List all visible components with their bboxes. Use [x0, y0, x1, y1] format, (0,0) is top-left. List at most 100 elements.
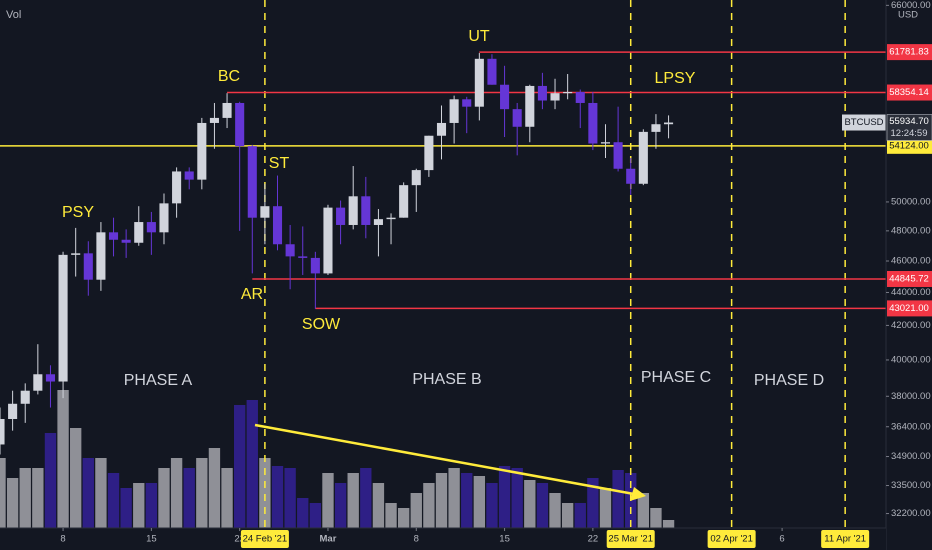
- candle-body: [525, 85, 535, 127]
- volume-bar: [612, 470, 624, 528]
- overlay-layer: BTCUSD PSY BC ST AR SOW UT LPSY PHASE A PHASE B PH…: [62, 28, 886, 389]
- phase-label: PHASE A: [124, 372, 193, 389]
- symbol-badge: [842, 114, 886, 131]
- last-price-label: 55934.70: [889, 116, 929, 127]
- candle-body: [96, 232, 106, 280]
- volume-bar: [145, 483, 158, 528]
- candle-body: [487, 58, 497, 85]
- currency-label: USD: [898, 10, 918, 21]
- candle-body: [20, 390, 30, 404]
- candle-body: [664, 122, 674, 125]
- wyckoff-label: AR: [241, 286, 263, 303]
- candle-body: [33, 374, 43, 391]
- candle-body: [209, 117, 219, 123]
- volume-bar: [486, 483, 498, 528]
- candle-body: [512, 109, 522, 127]
- volume-bar: [82, 458, 94, 528]
- volume-bar: [57, 390, 69, 528]
- volume-label: Vol: [6, 9, 21, 21]
- volume-bar: [410, 493, 422, 528]
- candle-body: [260, 206, 270, 218]
- candle-body: [272, 206, 283, 245]
- countdown-label: 12:24:59: [891, 128, 928, 139]
- volume-bar: [385, 503, 397, 528]
- phase-label: PHASE C: [641, 369, 711, 386]
- volume-bar: [435, 473, 448, 528]
- x-tick-label: 8: [60, 534, 65, 545]
- candle-body: [8, 403, 18, 420]
- wyckoff-label: UT: [468, 28, 490, 45]
- volume-bar: [536, 483, 549, 528]
- y-tick-label: 50000.00: [891, 196, 931, 207]
- volume-bar: [587, 478, 599, 528]
- volume-bar: [32, 468, 44, 528]
- date-badge: [240, 530, 289, 548]
- volume-bar: [70, 428, 82, 528]
- price-badge-label: 61781.83: [889, 47, 929, 58]
- volume-bar: [662, 520, 675, 528]
- volume-bar: [95, 458, 107, 528]
- candle-body: [436, 122, 447, 136]
- trend-arrow: [254, 423, 635, 496]
- y-tick-label: 66000.00: [891, 0, 931, 11]
- candle-body: [121, 239, 131, 243]
- price-badge: [887, 84, 932, 101]
- candle-body: [58, 254, 68, 382]
- volume-bar: [44, 433, 57, 528]
- volume-bar: [208, 448, 221, 528]
- date-badge-label: 25 Mar '21: [608, 534, 653, 545]
- volume-bar: [259, 458, 271, 528]
- price-badge-label: 58354.14: [889, 87, 929, 98]
- candle-body: [83, 253, 93, 280]
- candle-body: [588, 102, 598, 144]
- x-tick-label: Mar: [320, 534, 337, 545]
- price-badge: [887, 137, 932, 154]
- y-tick-label: 44000.00: [891, 287, 931, 298]
- volume-bar: [19, 468, 31, 528]
- volume-bar: [221, 468, 233, 528]
- y-tick-label: 42000.00: [891, 320, 931, 331]
- volume-bar: [637, 493, 650, 528]
- candle-body: [613, 142, 623, 169]
- x-tick-label: 6: [779, 534, 784, 545]
- volume-bar: [498, 466, 511, 528]
- volume-bar: [397, 508, 410, 528]
- candle-body: [424, 135, 434, 171]
- volume-bar: [448, 468, 460, 528]
- date-badge: [707, 530, 756, 548]
- last-price-badge: [886, 114, 932, 141]
- candle-body: [563, 91, 573, 94]
- y-tick-label: 33500.00: [891, 480, 931, 491]
- volume-bar: [524, 480, 536, 528]
- volume-bar: [372, 483, 385, 528]
- wyckoff-label: BC: [218, 68, 240, 85]
- x-tick-label: 15: [499, 534, 510, 545]
- candle-body: [323, 207, 333, 274]
- wyckoff-label: PSY: [62, 204, 94, 221]
- y-tick-label: 46000.00: [891, 256, 931, 267]
- y-tick-label: 36400.00: [891, 421, 931, 432]
- wyckoff-label: ST: [269, 155, 290, 172]
- phase-label: PHASE B: [412, 371, 481, 388]
- candle-body: [449, 99, 459, 123]
- candle-body: [285, 244, 295, 257]
- volume-bar: [233, 405, 246, 528]
- wyckoff-label: SOW: [302, 316, 341, 333]
- date-badge-label: 24 Feb '21: [243, 534, 288, 545]
- candle-body: [184, 171, 194, 180]
- volume-bar: [297, 498, 309, 528]
- date-badge: [821, 530, 870, 548]
- volume-bar: [309, 503, 322, 528]
- volume-bar: [473, 476, 486, 528]
- date-badge: [606, 530, 655, 548]
- candle-body: [0, 419, 5, 445]
- candle-body: [575, 91, 585, 103]
- x-tick-label: 15: [146, 534, 157, 545]
- y-tick-label: 34900.00: [891, 451, 931, 462]
- y-tick-label: 38000.00: [891, 391, 931, 402]
- candle-body: [361, 196, 371, 225]
- volume-bar: [650, 508, 662, 528]
- candle-body: [159, 203, 169, 233]
- candle-body: [462, 99, 472, 107]
